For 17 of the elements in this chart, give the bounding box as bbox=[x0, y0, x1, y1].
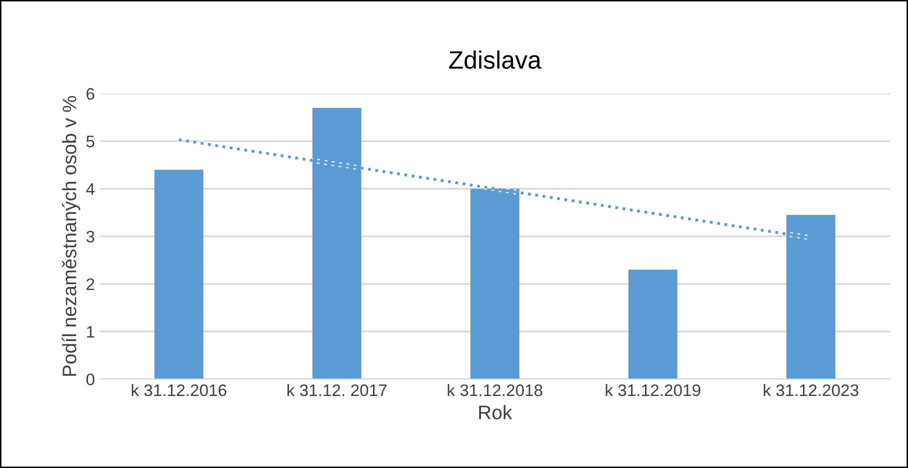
bar bbox=[154, 170, 204, 380]
x-axis-title: Rok bbox=[479, 405, 512, 420]
y-axis-title: Podíl nezaměstnaných osob v % bbox=[62, 96, 80, 376]
y-tick-label: 3 bbox=[86, 230, 94, 243]
x-tick-label: k 31.12.2018 bbox=[448, 384, 542, 396]
y-tick-label: 5 bbox=[86, 136, 94, 148]
y-tick-label: 0 bbox=[86, 373, 94, 386]
chart-title: Zdislava bbox=[449, 50, 542, 69]
x-tick-label: k 31.12.2023 bbox=[764, 384, 858, 396]
y-tick-label: 6 bbox=[86, 88, 94, 100]
x-tick-label: k 31.12.2016 bbox=[132, 384, 226, 396]
y-tick-label: 2 bbox=[86, 278, 94, 290]
y-tick-label: 1 bbox=[87, 326, 94, 338]
x-tick-label: k 31.12. 2017 bbox=[287, 384, 387, 396]
y-tick-label: 4 bbox=[86, 183, 95, 195]
x-tick-label: k 31.12.2019 bbox=[606, 384, 700, 396]
bar bbox=[628, 270, 678, 380]
